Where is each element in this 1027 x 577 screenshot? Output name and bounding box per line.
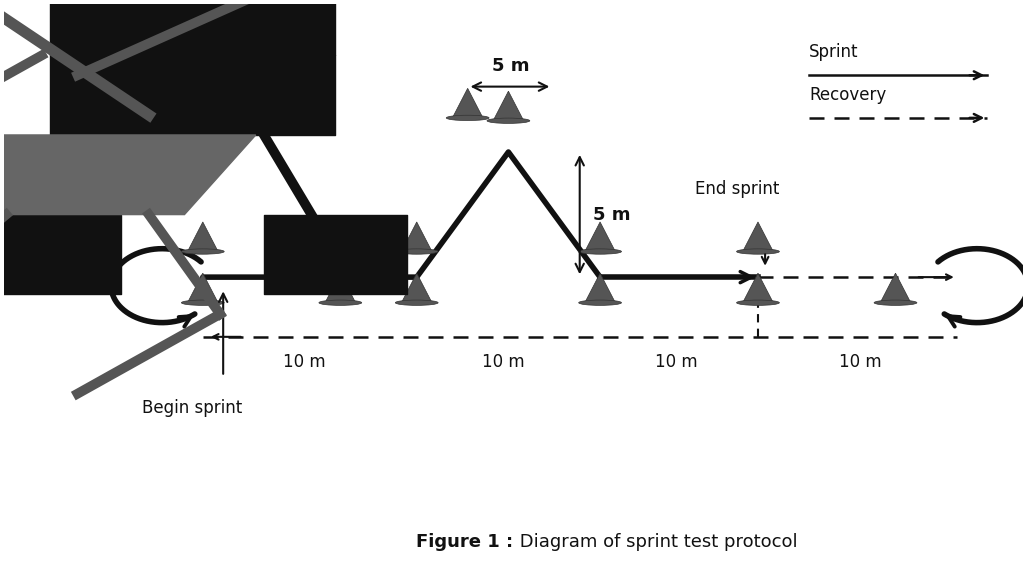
Text: Recovery: Recovery	[809, 85, 886, 104]
Ellipse shape	[395, 249, 439, 254]
Ellipse shape	[182, 300, 224, 305]
Polygon shape	[188, 273, 218, 303]
Ellipse shape	[578, 249, 621, 254]
Ellipse shape	[182, 249, 224, 254]
Polygon shape	[743, 222, 773, 252]
Polygon shape	[584, 222, 615, 252]
Polygon shape	[743, 273, 773, 303]
Ellipse shape	[736, 249, 779, 254]
Text: 10 m: 10 m	[482, 354, 525, 372]
Ellipse shape	[395, 300, 439, 305]
Ellipse shape	[319, 300, 362, 305]
Text: 10 m: 10 m	[283, 354, 326, 372]
Text: Begin sprint: Begin sprint	[143, 399, 242, 417]
Ellipse shape	[447, 115, 489, 121]
Text: Diagram of sprint test protocol: Diagram of sprint test protocol	[514, 533, 797, 550]
Ellipse shape	[487, 118, 530, 123]
Text: 10 m: 10 m	[655, 354, 697, 372]
Polygon shape	[326, 273, 355, 303]
Polygon shape	[452, 88, 483, 118]
Text: 10 m: 10 m	[838, 354, 881, 372]
Ellipse shape	[736, 300, 779, 305]
Ellipse shape	[874, 300, 917, 305]
Text: 5 m: 5 m	[492, 57, 529, 75]
Ellipse shape	[578, 300, 621, 305]
Polygon shape	[493, 91, 524, 121]
Text: Sprint: Sprint	[809, 43, 859, 61]
Polygon shape	[584, 273, 615, 303]
Text: Figure 1 :: Figure 1 :	[416, 533, 514, 550]
Polygon shape	[880, 273, 911, 303]
Polygon shape	[402, 222, 432, 252]
Polygon shape	[188, 222, 218, 252]
Polygon shape	[0, 135, 256, 215]
Polygon shape	[402, 273, 432, 303]
Text: End sprint: End sprint	[695, 179, 779, 197]
Text: 5 m: 5 m	[593, 205, 631, 223]
